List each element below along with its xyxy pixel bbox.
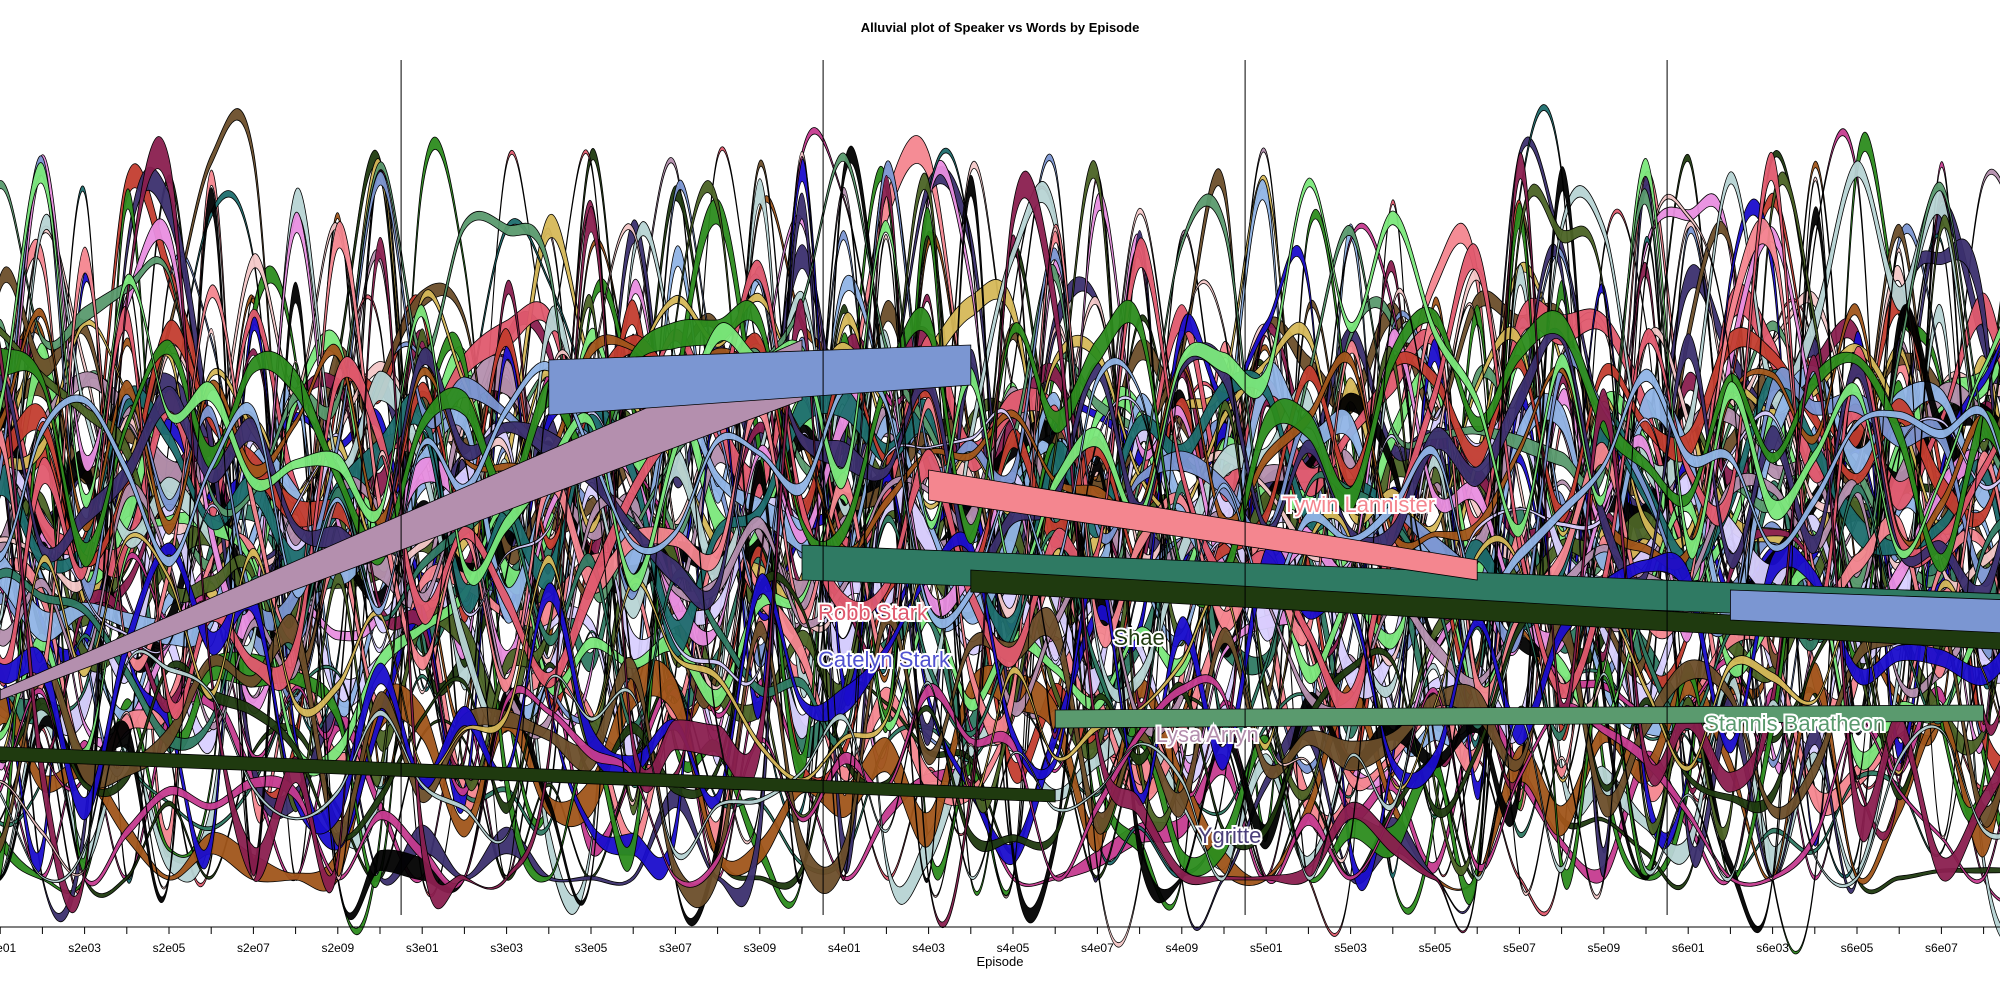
flow-layer [0,104,2000,955]
x-tick-label: s2e05 [153,941,186,955]
x-tick-label: s5e03 [1334,941,1367,955]
flow-band [0,327,2000,611]
x-tick-label: e01 [0,941,17,955]
flow-band [0,594,2000,909]
flow-band-wide [801,544,2000,623]
x-tick-label: s4e05 [997,941,1030,955]
flow-band [0,150,2000,948]
x-axis-label: Episode [976,954,1024,969]
annotation-label: Ygritte [1198,823,1262,848]
flow-band-wide [1054,704,1984,729]
x-tick-label: s6e03 [1756,941,1789,955]
season-divider-layer [400,60,1668,915]
x-tick-label: s4e09 [1165,941,1198,955]
x-tick-label: s4e07 [1081,941,1114,955]
x-tick-label: s5e09 [1587,941,1620,955]
x-tick-label: s3e07 [659,941,692,955]
x-tick-label: s3e05 [575,941,608,955]
x-tick-label: s3e03 [490,941,523,955]
x-tick-label: s4e01 [828,941,861,955]
flow-band-wide [928,469,1478,581]
x-axis: e01 s2e03 s2e05 s2e07 s2e09 s3e01 s3e03 s3e05 s3… [0,926,2000,955]
flow-band-wide [548,344,972,416]
x-tick-label: s6e05 [1841,941,1874,955]
annotation-layer: Tywin Lannister Robb Stark Catelyn Stark Sh… [816,490,1887,850]
x-tick-label: s5e05 [1419,941,1452,955]
x-tick-label: s2e03 [68,941,101,955]
flow-band [0,649,2000,889]
annotation-label: Catelyn Stark [818,647,951,672]
flow-band [0,570,2000,852]
x-tick-label: s3e01 [406,941,439,955]
x-tick-label: s6e01 [1672,941,1705,955]
flow-band [0,357,2000,630]
annotation-label: Lysa Arryn [1156,722,1259,747]
annotation-label: Robb Stark [818,600,929,625]
x-tick-label: s5e07 [1503,941,1536,955]
x-tick-label: s2e07 [237,941,270,955]
x-tick-label: s2e09 [321,941,354,955]
flow-band [0,154,2000,778]
flow-band-wide [1730,589,2000,634]
flow-band [0,674,2000,890]
x-tick-label: s3e09 [743,941,776,955]
x-tick-label: s6e07 [1925,941,1958,955]
chart-title: Alluvial plot of Speaker vs Words by Epi… [860,20,1140,35]
flow-band [0,510,2000,799]
annotation-label: Stannis Baratheon [1704,711,1885,736]
flow-band-wide [0,746,1056,803]
flow-band [0,136,2000,933]
x-tick-label: s5e01 [1250,941,1283,955]
annotation-label: Shae [1113,625,1164,650]
x-tick-label: s4e03 [912,941,945,955]
flow-band [0,361,2000,648]
flow-band [0,132,2000,955]
annotation-label: Tywin Lannister [1282,492,1435,517]
